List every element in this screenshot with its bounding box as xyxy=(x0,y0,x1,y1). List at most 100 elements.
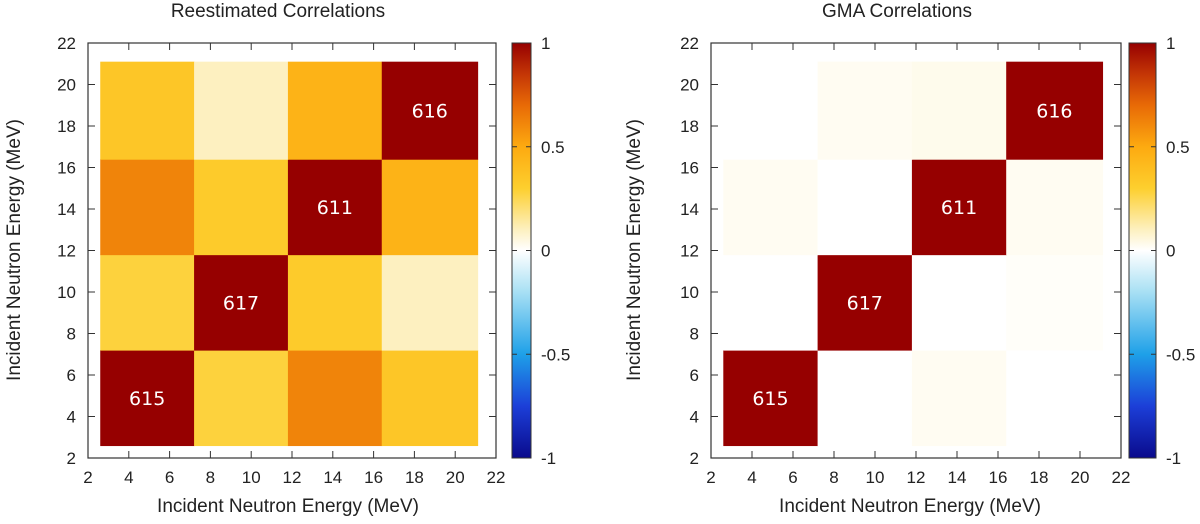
y-axis-ticks: 2 4 6 8 10 12 14 16 18 20 22 xyxy=(57,34,496,468)
heatmap-cell-r2-c2 xyxy=(287,159,383,256)
heatmap-cell-r1-c0 xyxy=(100,254,195,351)
y-tick-label: 14 xyxy=(680,200,699,219)
cell-label: 611 xyxy=(317,197,353,219)
y-tick-label: 12 xyxy=(680,242,699,261)
colorbar-tick-label: 0 xyxy=(1166,242,1175,261)
y-tick-label: 18 xyxy=(680,117,699,136)
x-tick-label: 20 xyxy=(446,468,465,487)
x-axis-ticks: 2 4 6 8 10 12 14 16 18 20 22 xyxy=(83,43,505,487)
x-tick-label: 22 xyxy=(1112,468,1131,487)
cell-label: 616 xyxy=(412,100,448,122)
colorbar-tick-label: -0.5 xyxy=(1166,345,1195,364)
colorbar-tick-label: -0.5 xyxy=(541,345,570,364)
heatmap-cell-r3-c3 xyxy=(381,61,479,160)
x-tick-label: 16 xyxy=(989,468,1008,487)
cell-label: 617 xyxy=(223,292,259,314)
heatmap-cell-r3-c2 xyxy=(287,61,383,160)
cell-labels: 615 617 611 616 xyxy=(752,100,1072,409)
y-tick-label: 10 xyxy=(57,283,76,302)
heatmap-cell-r1-c2 xyxy=(911,254,1007,351)
heatmap-cell-r1-c1 xyxy=(194,254,289,351)
x-axis-label: Incident Neutron Energy (MeV) xyxy=(779,496,1041,517)
y-tick-label: 2 xyxy=(690,449,699,468)
colorbar-tick-label: -1 xyxy=(541,449,556,468)
colorbar-ticks: 1 0.5 0 -0.5 -1 xyxy=(1129,34,1195,468)
y-tick-label: 8 xyxy=(690,325,699,344)
x-tick-label: 8 xyxy=(206,468,215,487)
y-tick-label: 6 xyxy=(67,366,76,385)
x-tick-label: 12 xyxy=(907,468,926,487)
chart-title: Reestimated Correlations xyxy=(171,1,385,22)
cell-labels: 615 617 611 616 xyxy=(129,100,448,409)
heatmap-cell-r3-c0 xyxy=(100,61,195,160)
x-axis-label: Incident Neutron Energy (MeV) xyxy=(157,496,419,517)
y-tick-label: 20 xyxy=(680,76,699,95)
colorbar-tick-label: 1 xyxy=(1166,34,1175,53)
heatmap-cell-r0-c0 xyxy=(100,350,195,447)
x-tick-label: 12 xyxy=(283,468,302,487)
x-tick-label: 20 xyxy=(1071,468,1090,487)
x-tick-label: 16 xyxy=(364,468,383,487)
y-tick-label: 20 xyxy=(57,76,76,95)
x-tick-label: 8 xyxy=(829,468,838,487)
y-tick-label: 22 xyxy=(57,34,76,53)
heatmap-cell-r0-c1 xyxy=(194,350,289,447)
heatmap-cell-r2-c1 xyxy=(194,159,289,256)
colorbar-tick-label: -1 xyxy=(1166,449,1181,468)
heatmap-cell-r3-c3 xyxy=(1006,61,1104,160)
x-tick-label: 14 xyxy=(948,468,967,487)
heatmap-cell-r3-c0 xyxy=(723,61,819,160)
x-tick-label: 10 xyxy=(866,468,885,487)
y-tick-label: 16 xyxy=(57,159,76,178)
heatmap-cells xyxy=(100,61,479,447)
heatmap-cells xyxy=(723,61,1104,447)
heatmap-cell-r1-c3 xyxy=(1006,254,1104,351)
heatmap-cell-r3-c2 xyxy=(911,61,1007,160)
heatmap-cell-r1-c3 xyxy=(381,254,479,351)
heatmap-cell-r1-c2 xyxy=(287,254,383,351)
cell-label: 616 xyxy=(1036,100,1072,122)
y-tick-label: 4 xyxy=(690,408,699,427)
x-tick-label: 14 xyxy=(323,468,342,487)
y-tick-label: 8 xyxy=(67,325,76,344)
heatmap-cell-r0-c3 xyxy=(381,350,479,447)
y-axis-label: Incident Neutron Energy (MeV) xyxy=(4,119,25,381)
x-axis-ticks: 2 4 6 8 10 12 14 16 18 20 22 xyxy=(706,43,1130,487)
x-tick-label: 22 xyxy=(487,468,506,487)
cell-label: 615 xyxy=(129,388,165,410)
x-tick-label: 6 xyxy=(788,468,797,487)
y-tick-label: 18 xyxy=(57,117,76,136)
y-tick-label: 10 xyxy=(680,283,699,302)
heatmap-cell-r2-c2 xyxy=(911,159,1007,256)
x-tick-label: 10 xyxy=(242,468,261,487)
heatmap-cell-r0-c3 xyxy=(1006,350,1104,447)
colorbar-tick-label: 1 xyxy=(541,34,550,53)
y-tick-label: 2 xyxy=(67,449,76,468)
x-tick-label: 2 xyxy=(83,468,92,487)
colorbar-tick-label: 0.5 xyxy=(1166,138,1190,157)
x-tick-label: 4 xyxy=(124,468,133,487)
heatmap-cell-r0-c0 xyxy=(723,350,819,447)
colorbar-tick-label: 0.5 xyxy=(541,138,565,157)
y-tick-label: 6 xyxy=(690,366,699,385)
cell-label: 611 xyxy=(941,197,977,219)
heatmap-cell-r0-c2 xyxy=(287,350,383,447)
y-axis-label: Incident Neutron Energy (MeV) xyxy=(624,119,645,381)
x-tick-label: 2 xyxy=(706,468,715,487)
x-tick-label: 4 xyxy=(747,468,756,487)
cell-label: 617 xyxy=(847,292,883,314)
x-tick-label: 18 xyxy=(1030,468,1049,487)
y-tick-label: 14 xyxy=(57,200,76,219)
chart-title: GMA Correlations xyxy=(822,1,972,22)
y-tick-label: 4 xyxy=(67,408,76,427)
y-tick-label: 22 xyxy=(680,34,699,53)
heatmap-cell-r1-c1 xyxy=(817,254,913,351)
heatmap-cell-r0-c1 xyxy=(817,350,913,447)
heatmap-cell-r3-c1 xyxy=(817,61,913,160)
heatmap-cell-r2-c3 xyxy=(1006,159,1104,256)
heatmap-cell-r2-c1 xyxy=(817,159,913,256)
y-axis-ticks: 2 4 6 8 10 12 14 16 18 20 22 xyxy=(680,34,1121,468)
heatmap-cell-r2-c0 xyxy=(100,159,195,256)
